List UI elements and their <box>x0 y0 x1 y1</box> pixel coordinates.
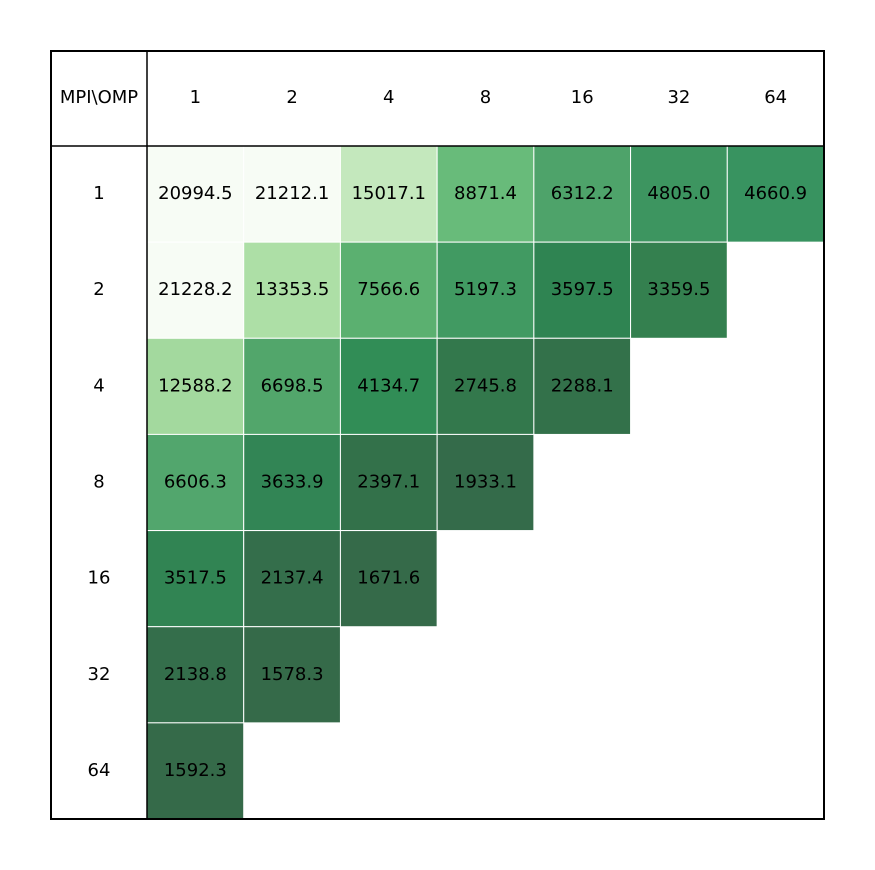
cell-value: 2397.1 <box>357 472 420 493</box>
heatmap-cell <box>146 530 245 628</box>
heatmap-cell <box>339 530 438 628</box>
row-header: 1 <box>93 183 104 204</box>
cell-value: 3359.5 <box>647 279 710 300</box>
cell-value: 1671.6 <box>357 568 420 589</box>
column-header: 32 <box>667 87 690 108</box>
cell-value: 3633.9 <box>261 472 324 493</box>
column-header: 16 <box>571 87 594 108</box>
cell-value: 6606.3 <box>164 472 227 493</box>
heatmap-cell <box>146 145 245 243</box>
heatmap-cell <box>533 145 632 243</box>
heatmap-cell <box>533 337 632 435</box>
cell-value: 7566.6 <box>357 279 420 300</box>
heatmap-cell <box>146 433 245 532</box>
cell-value: 5197.3 <box>454 279 517 300</box>
row-header: 64 <box>88 760 111 781</box>
cell-value: 1933.1 <box>454 472 517 493</box>
cell-value: 3597.5 <box>551 279 614 300</box>
cell-value: 2138.8 <box>164 664 227 685</box>
row-header: 4 <box>93 375 104 396</box>
heatmap-cell <box>339 337 438 435</box>
heatmap-cell <box>243 433 341 532</box>
row-header: 2 <box>93 279 104 300</box>
heatmap-cell <box>146 722 245 820</box>
cell-value: 1578.3 <box>261 664 324 685</box>
cell-value: 15017.1 <box>352 183 426 204</box>
heatmap-cell <box>436 433 535 532</box>
heatmap-cell <box>726 145 825 243</box>
cell-value: 2137.4 <box>261 568 324 589</box>
cell-value: 4805.0 <box>647 183 710 204</box>
cell-value: 4134.7 <box>357 375 420 396</box>
cell-value: 8871.4 <box>454 183 517 204</box>
heatmap-cell <box>630 145 728 243</box>
cell-value: 6698.5 <box>261 375 324 396</box>
cell-value: 6312.2 <box>551 183 614 204</box>
corner-label: MPI\OMP <box>60 87 138 108</box>
heatmap-cell <box>533 241 632 339</box>
column-header: 1 <box>190 87 201 108</box>
heatmap-cell <box>339 433 438 532</box>
column-header: 8 <box>480 87 491 108</box>
heatmap-cell <box>243 626 341 724</box>
heatmap-cell <box>146 337 245 435</box>
cell-value: 21212.1 <box>255 183 329 204</box>
cell-value: 13353.5 <box>255 279 329 300</box>
heatmap-cell <box>243 337 341 435</box>
heatmap-cell <box>339 241 438 339</box>
column-header: 64 <box>764 87 787 108</box>
cell-value: 1592.3 <box>164 760 227 781</box>
cell-value: 20994.5 <box>158 183 232 204</box>
table-border <box>50 50 825 820</box>
heatmap-cell <box>630 241 728 339</box>
heatmap-cell <box>436 337 535 435</box>
cell-value: 2288.1 <box>551 375 614 396</box>
cell-value: 2745.8 <box>454 375 517 396</box>
heatmap-cell <box>436 145 535 243</box>
cell-value: 21228.2 <box>158 279 232 300</box>
row-header: 32 <box>88 664 111 685</box>
column-header: 2 <box>286 87 297 108</box>
row-header: 8 <box>93 472 104 493</box>
heatmap-cell <box>243 145 341 243</box>
cell-value: 12588.2 <box>158 375 232 396</box>
cell-value: 3517.5 <box>164 568 227 589</box>
column-header: 4 <box>383 87 394 108</box>
cell-value: 4660.9 <box>744 183 807 204</box>
row-header: 16 <box>88 568 111 589</box>
